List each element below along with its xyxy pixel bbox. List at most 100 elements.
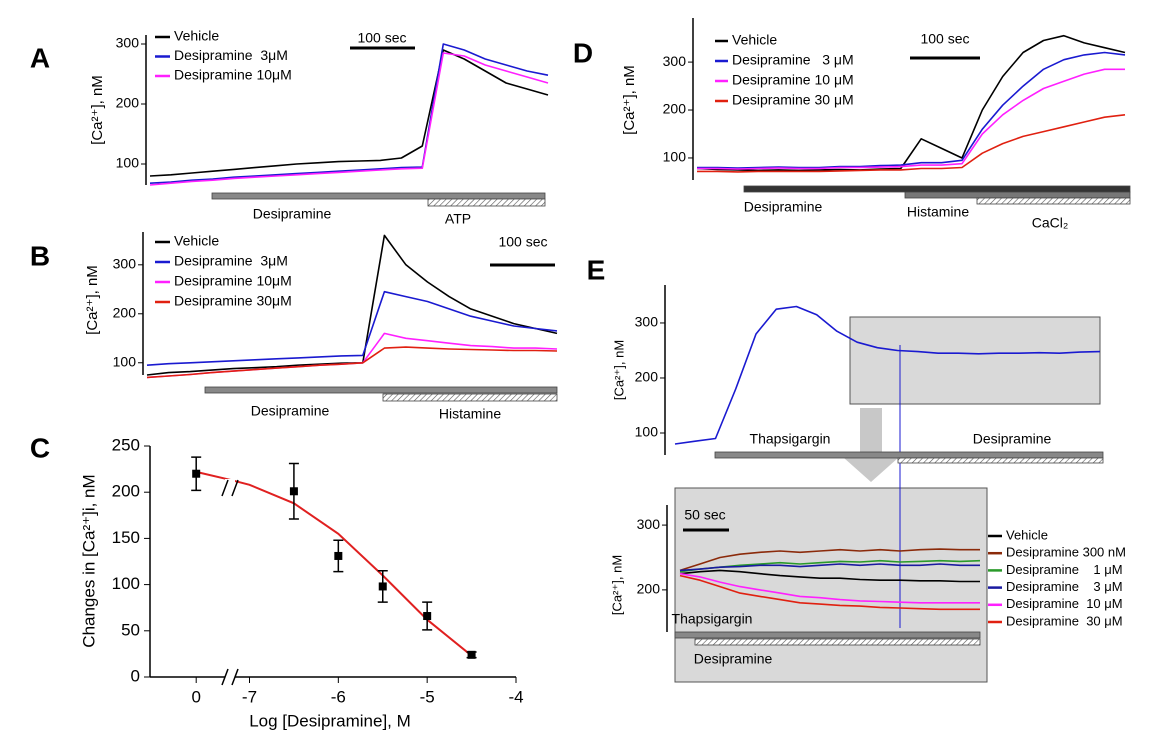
trace [679,574,980,611]
treatment-bar [694,638,981,646]
y-axis-label: Changes in [Ca²⁺]i, nM [79,474,98,647]
legend-label: Desipramine 3μM [174,47,288,63]
trace [697,68,1125,170]
treatment-bar [204,386,558,394]
scale-bar-label: 100 sec [920,31,969,47]
data-point [289,487,298,496]
y-tick-label: 100 [113,353,137,369]
y-tick-label: 300 [635,314,659,330]
scale-bar-label: 50 sec [684,507,725,523]
treatment-bar [897,457,1104,464]
zoom-region [849,316,1101,405]
data-point [378,582,387,591]
treatment-label: Desipramine [251,403,330,419]
treatment-bar [904,191,1131,199]
trace [146,290,558,366]
data-point [467,650,476,659]
treatment-bar [714,451,1104,459]
treatment-label: Thapsigargin [750,431,831,447]
data-point [192,469,201,478]
panel-label: E [587,254,606,285]
trace [149,49,549,177]
legend-label: Desipramine 10μM [174,67,292,83]
legend-label: Desipramine 30 μM [732,92,854,108]
trace [679,572,980,604]
y-axis-label: [Ca²⁺], nM [89,75,106,145]
panel-label: A [30,42,50,73]
panel-label: B [30,240,50,271]
y-tick-label: 100 [112,574,140,593]
y-tick-label: 300 [116,35,140,51]
zoom-panel [674,487,988,683]
y-tick-label: 50 [121,620,140,639]
scale-bar-label: 100 sec [498,234,547,250]
x-axis-label: Log [Desipramine], M [249,711,411,730]
axis-break-gap [225,668,235,686]
treatment-label: Histamine [439,406,501,422]
y-tick-label: 100 [663,149,687,165]
trace [697,114,1126,173]
x-tick-label: -4 [508,687,523,706]
fit-curve [195,470,473,657]
y-tick-label: 300 [663,53,687,69]
legend-label: Vehicle [174,233,219,249]
trace [697,51,1126,169]
legend-label: Desipramine 3μM [174,253,288,269]
legend-label: Desipramine 30 μM [1006,613,1123,628]
trace [674,305,1101,445]
data-point [423,612,432,621]
legend-label: Desipramine 10μM [174,273,292,289]
y-tick-label: 300 [113,256,137,272]
treatment-bar [743,185,1131,193]
treatment-bar [976,197,1131,205]
legend-label: Desipramine 1 μM [1006,562,1123,577]
trace [696,34,1126,172]
y-axis-label: [Ca²⁺], nM [84,265,101,335]
treatment-label: Thapsigargin [672,611,753,627]
y-tick-label: 200 [663,101,687,117]
y-tick-label: 200 [112,482,140,501]
trace [679,548,980,572]
trace [679,569,980,583]
legend-label: Desipramine 30μM [174,293,292,309]
scale-bar-label: 100 sec [357,30,406,46]
x-tick-label: -5 [420,687,435,706]
axis-break [221,668,239,686]
y-tick-label: 100 [635,424,659,440]
treatment-bar [674,631,981,639]
legend-label: Desipramine 10 μM [732,72,854,88]
data-point [334,551,343,560]
trace [679,563,980,572]
y-axis-label: [Ca²⁺], nM [611,340,626,400]
y-axis-label: [Ca²⁺], nM [609,555,624,615]
treatment-label: ATP [445,211,471,227]
x-tick-label: -6 [331,687,346,706]
x-tick-label: -7 [242,687,257,706]
legend-label: Vehicle [174,28,219,44]
legend-label: Vehicle [732,32,777,48]
trace [146,346,558,379]
legend-label: Desipramine 300 nM [1006,545,1126,560]
y-tick-label: 100 [116,155,140,171]
treatment-bar [211,192,546,200]
treatment-label: Desipramine [744,199,823,215]
axis-break [221,479,239,497]
treatment-label: Desipramine [694,651,773,667]
y-tick-label: 150 [112,528,140,547]
y-tick-label: 200 [113,304,137,320]
trace [149,43,549,184]
axis-break-gap [225,479,235,497]
panel-label: C [30,432,50,463]
legend-label: Desipramine 3 μM [732,52,854,68]
y-axis-label: [Ca²⁺], nM [621,65,638,135]
trace [149,52,549,186]
panel-label: D [573,37,593,68]
zoom-arrow [844,408,898,482]
treatment-bar [427,198,546,207]
legend-label: Vehicle [1006,527,1048,542]
y-tick-label: 0 [131,666,140,685]
treatment-label: Desipramine [973,431,1052,447]
y-tick-label: 200 [116,95,140,111]
treatment-label: Desipramine [253,206,332,222]
